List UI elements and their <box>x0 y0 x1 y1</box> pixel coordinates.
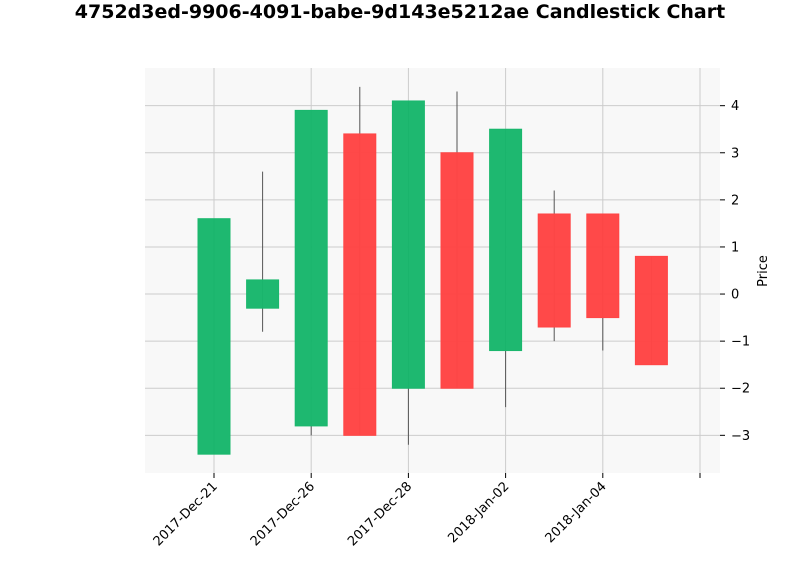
candle-body-down <box>537 213 571 328</box>
candle-body-down <box>586 213 620 319</box>
y-tick-label: 2 <box>731 193 739 208</box>
y-axis-label: Price <box>756 255 771 287</box>
candle-body-up <box>489 128 523 352</box>
candle <box>197 218 231 455</box>
candles <box>197 86 668 455</box>
candle <box>246 171 280 332</box>
y-tick-label: 0 <box>731 288 739 303</box>
plot-area <box>145 68 720 473</box>
candle <box>586 213 620 351</box>
y-tick-label: 4 <box>731 99 739 114</box>
y-tick-label: 1 <box>731 240 739 255</box>
candle <box>489 128 523 408</box>
y-tick-label: 3 <box>731 146 739 161</box>
candle <box>294 109 328 436</box>
candle-body-up <box>246 279 280 309</box>
x-tick-label: 2017-Dec-26 <box>248 479 318 549</box>
chart-title: 4752d3ed-9906-4091-babe-9d143e5212ae Can… <box>74 1 726 23</box>
x-tick-label: 2018-Jan-04 <box>543 479 610 546</box>
candle <box>634 255 668 366</box>
y-tick-label: −2 <box>731 382 750 397</box>
y-tick-label: −1 <box>731 335 750 350</box>
candle-body-up <box>391 100 425 389</box>
x-axis: 2017-Dec-21 2017-Dec-26 2017-Dec-28 2018-Ja… <box>151 473 701 549</box>
x-tick-label: 2018-Jan-02 <box>445 479 512 546</box>
candle <box>391 100 425 445</box>
candle-body-down <box>634 255 668 366</box>
x-tick-label: 2017-Dec-28 <box>345 479 415 549</box>
candle <box>343 86 377 436</box>
candle-body-up <box>294 109 328 427</box>
candle-body-down <box>440 152 474 389</box>
candle-body-down <box>343 133 377 436</box>
y-axis: −3 −2 −1 0 1 2 3 4 <box>720 99 750 444</box>
candle <box>440 91 474 389</box>
x-tick-label: 2017-Dec-21 <box>151 479 221 549</box>
candle <box>537 190 571 342</box>
candle-body-up <box>197 218 231 455</box>
y-tick-label: −3 <box>731 429 750 444</box>
